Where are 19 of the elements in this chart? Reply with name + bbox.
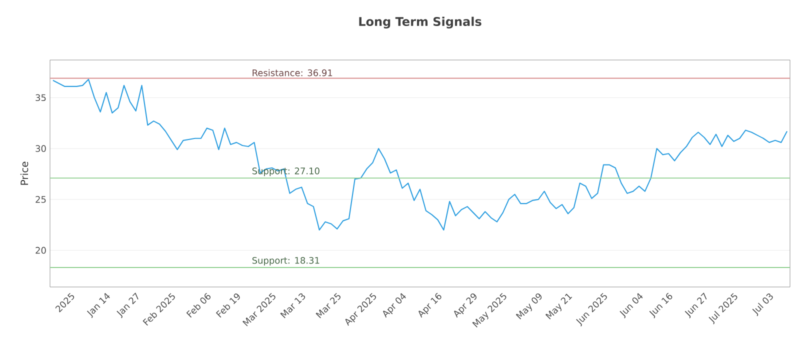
y-tick-label: 25 — [36, 196, 46, 203]
x-tick-label: Apr 04 — [383, 293, 406, 318]
x-tick-label: Apr 16 — [418, 292, 442, 318]
x-tick-label: Apr 29 — [454, 293, 476, 318]
chart-title: Long Term Signals — [359, 16, 482, 28]
x-tick-label: Jan 14 — [86, 293, 110, 318]
y-tick-label: 30 — [36, 145, 46, 152]
ref-line-label: Support: 18.31 — [252, 256, 320, 266]
x-tick-label: Feb 19 — [216, 294, 240, 318]
x-tick-label: Feb 06 — [186, 292, 211, 318]
x-tick-label: Jul 03 — [752, 293, 773, 316]
y-tick-label: 35 — [36, 94, 46, 102]
x-tick-label: Jun 27 — [684, 292, 707, 318]
x-tick-label: Jan 27 — [116, 292, 138, 318]
ref-line-label: Resistance: 36.91 — [252, 69, 332, 76]
x-tick-label: Jun 16 — [649, 292, 672, 318]
x-tick-label: Jun 04 — [620, 293, 643, 318]
y-axis-title: Price — [20, 162, 28, 185]
y-tick-label: 20 — [36, 246, 46, 254]
